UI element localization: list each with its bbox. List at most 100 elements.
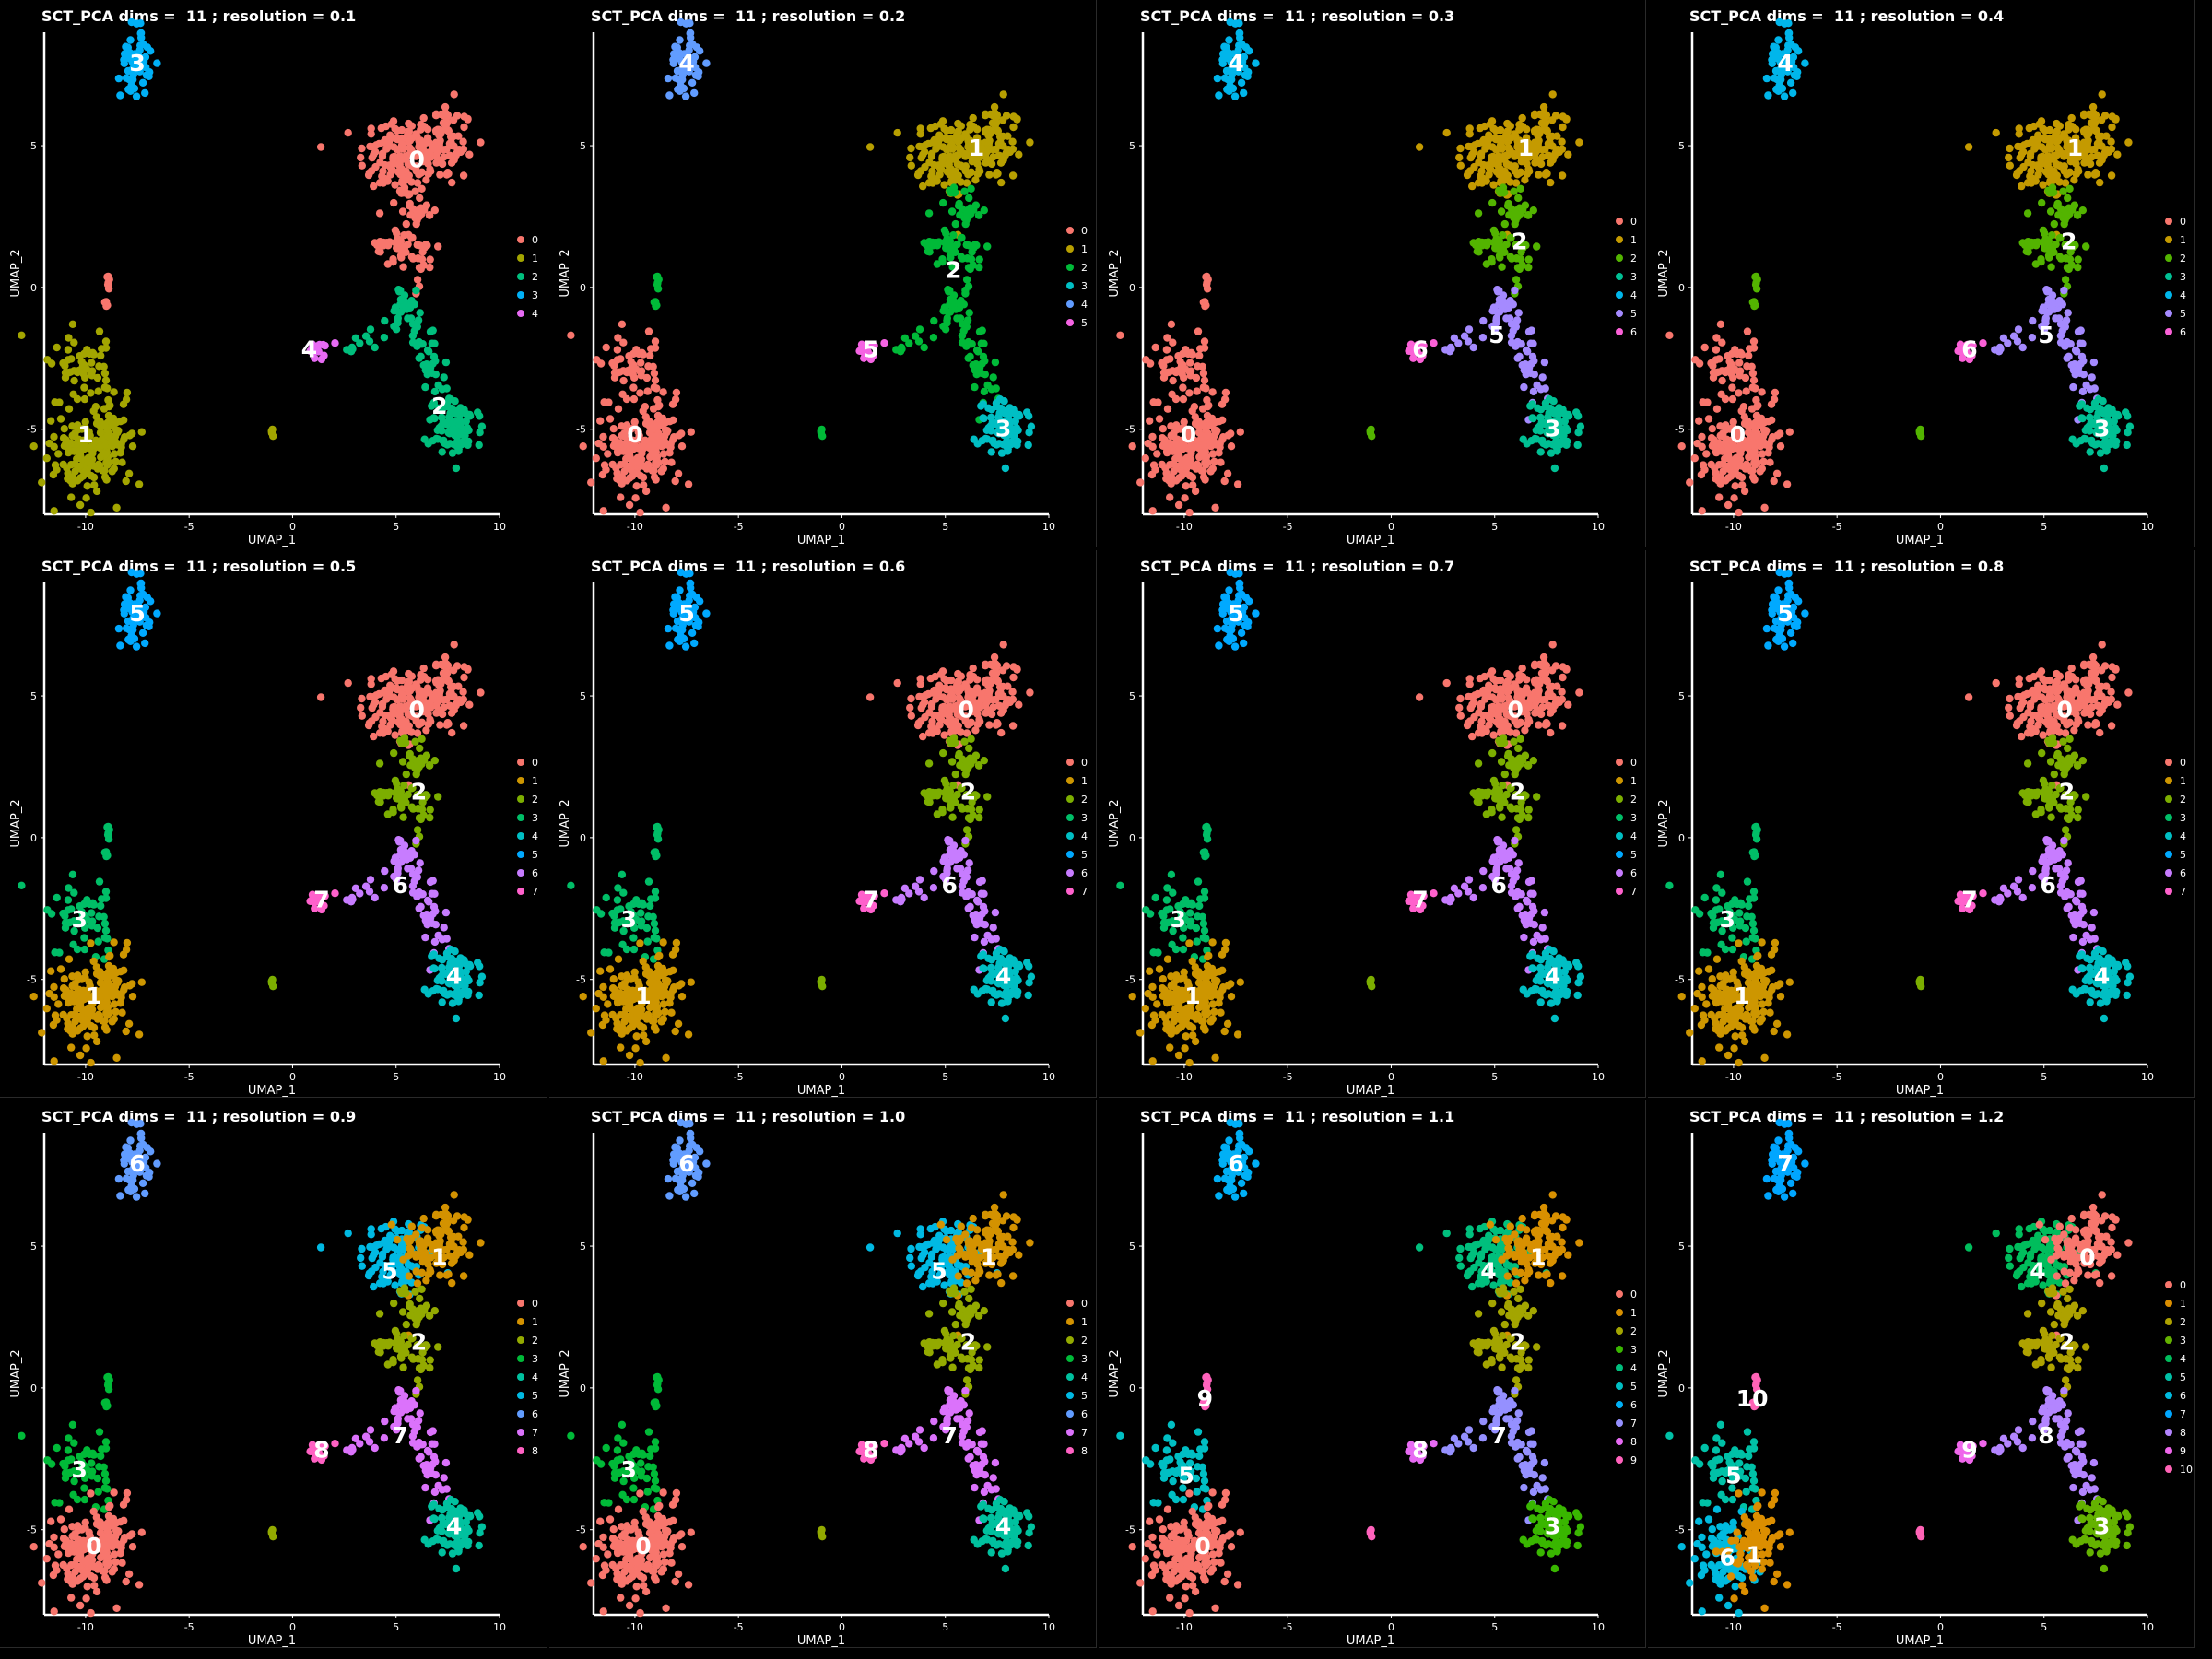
data-point — [1025, 962, 1033, 971]
data-point — [619, 926, 628, 935]
data-point — [958, 783, 966, 793]
data-point — [980, 387, 989, 396]
data-point — [1733, 428, 1741, 436]
data-point — [422, 201, 430, 209]
data-point — [599, 432, 607, 441]
data-point — [441, 102, 450, 112]
data-point — [1000, 947, 1008, 956]
data-point — [1540, 122, 1548, 130]
data-point — [965, 792, 973, 800]
data-point — [465, 437, 473, 446]
data-point — [422, 726, 430, 735]
data-point — [2031, 241, 2041, 250]
data-point — [60, 975, 69, 983]
data-point — [1526, 402, 1535, 410]
data-point — [142, 621, 151, 629]
data-point — [1700, 343, 1709, 352]
data-point — [104, 285, 113, 293]
data-point — [70, 376, 78, 385]
y-tick-label: 0 — [1129, 282, 1135, 294]
data-point — [1008, 171, 1018, 180]
data-point — [95, 327, 104, 335]
data-point — [940, 853, 949, 862]
data-point — [682, 570, 690, 578]
data-point — [1188, 406, 1196, 416]
data-point — [1179, 383, 1187, 392]
data-point — [1454, 339, 1463, 347]
data-point — [2041, 239, 2050, 247]
x-tick-label: 0 — [1388, 521, 1394, 533]
data-point — [425, 761, 434, 770]
cluster-label: 1 — [86, 982, 101, 1009]
data-point — [651, 344, 660, 352]
data-point — [444, 170, 453, 178]
data-point — [1506, 297, 1514, 305]
data-point — [112, 503, 121, 512]
data-point — [1456, 161, 1465, 170]
data-point — [1735, 442, 1744, 451]
data-point — [974, 211, 983, 219]
data-point — [375, 759, 384, 768]
data-point — [1500, 219, 1509, 229]
data-point — [2100, 464, 2109, 473]
cluster-label: 3 — [71, 906, 87, 933]
data-point — [463, 424, 472, 432]
data-point — [1015, 700, 1023, 709]
data-point — [924, 797, 932, 806]
data-point — [949, 734, 959, 742]
data-point — [1409, 354, 1418, 362]
x-axis-label: UMAP_1 — [797, 534, 845, 547]
data-point — [64, 346, 73, 354]
x-tick-label: 5 — [2041, 521, 2047, 533]
data-point — [1241, 63, 1249, 72]
data-point — [1492, 244, 1500, 253]
data-point — [378, 700, 387, 708]
legend-label: 5 — [2180, 308, 2186, 320]
data-point — [991, 672, 999, 680]
data-point — [665, 641, 674, 650]
data-point — [428, 145, 437, 153]
data-point — [407, 803, 417, 811]
data-point — [629, 945, 639, 954]
data-point — [646, 901, 654, 911]
data-point — [916, 675, 924, 683]
data-point — [1430, 339, 1438, 347]
data-point — [136, 579, 146, 588]
data-point — [2046, 140, 2054, 148]
data-point — [118, 458, 126, 466]
legend-key — [517, 310, 524, 317]
data-point — [995, 133, 1005, 141]
data-point — [417, 815, 425, 824]
data-point — [80, 394, 89, 404]
data-point — [1004, 995, 1012, 1004]
data-point — [1201, 298, 1209, 306]
data-point — [623, 421, 631, 429]
data-point — [897, 343, 906, 352]
data-point — [59, 909, 67, 918]
data-point — [953, 159, 961, 169]
data-point — [619, 447, 628, 455]
data-point — [1148, 432, 1157, 441]
data-point — [965, 744, 973, 753]
x-axis-label: UMAP_1 — [1347, 534, 1394, 547]
data-point — [102, 1008, 111, 1018]
data-point — [413, 766, 421, 775]
x-tick-label: 0 — [839, 1071, 845, 1083]
data-point — [940, 303, 949, 312]
data-point — [1015, 412, 1024, 420]
data-point — [1758, 388, 1766, 396]
data-point — [2006, 144, 2014, 153]
data-point — [612, 369, 621, 377]
data-point — [625, 446, 634, 455]
data-point — [998, 424, 1006, 433]
x-tick-label: -5 — [184, 1071, 194, 1083]
data-point — [393, 229, 401, 238]
data-point — [1146, 359, 1155, 368]
data-point — [907, 161, 915, 170]
data-point — [81, 418, 89, 426]
data-point — [645, 429, 654, 437]
data-point — [916, 680, 924, 688]
data-point — [142, 63, 150, 72]
data-point — [1470, 147, 1478, 156]
data-point — [606, 415, 615, 423]
